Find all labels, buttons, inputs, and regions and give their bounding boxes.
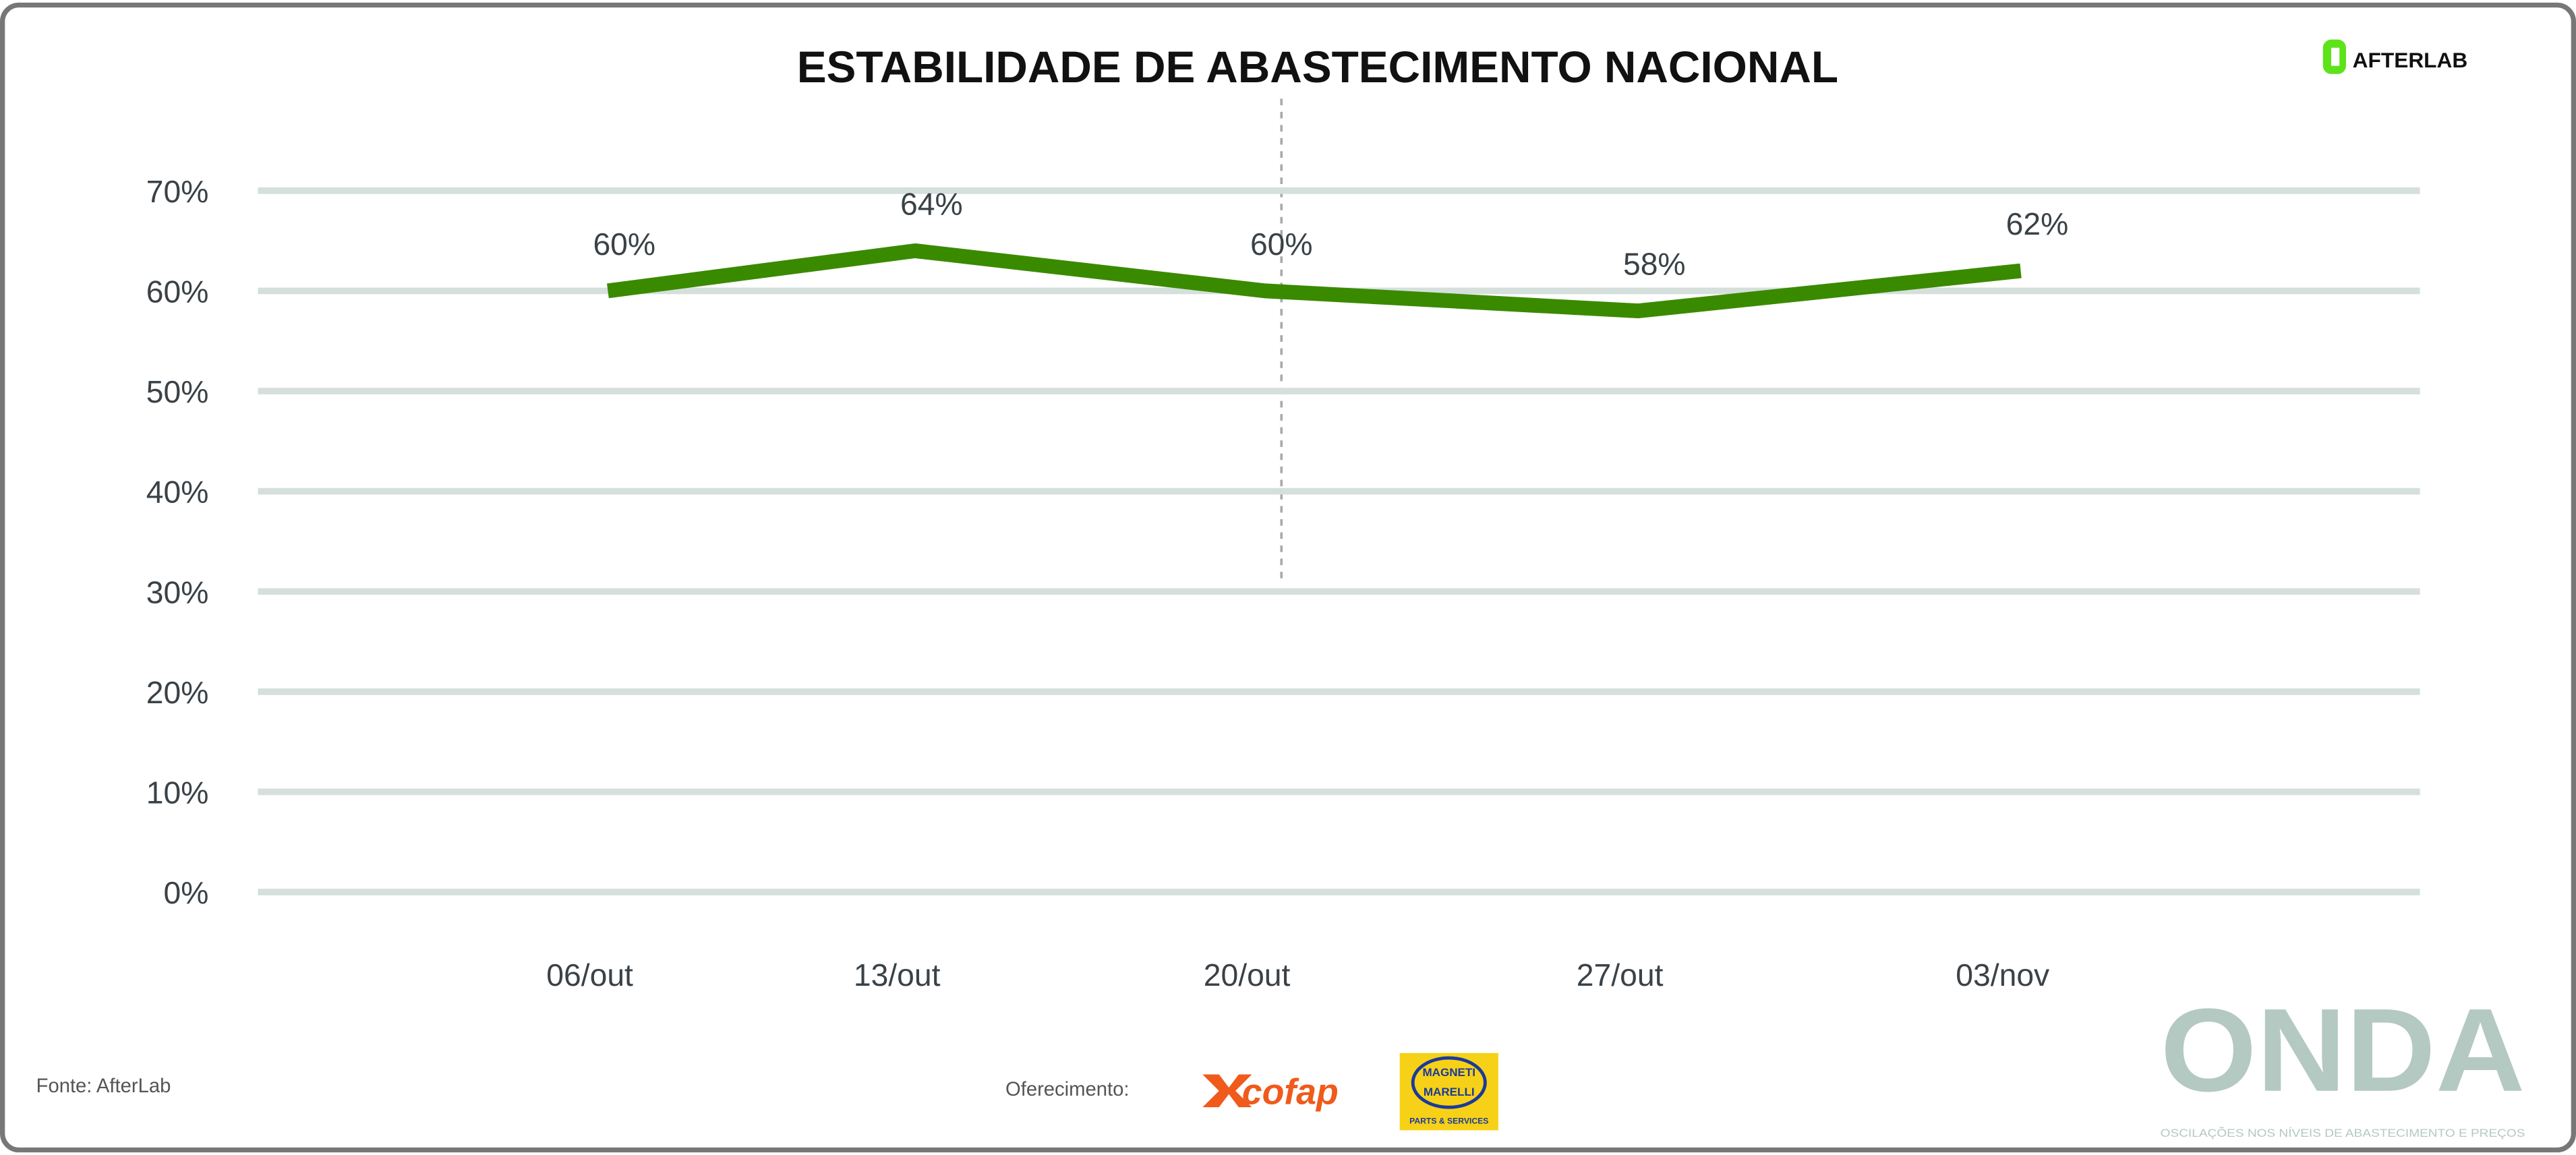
marelli-text-1: MAGNETI	[1422, 1066, 1475, 1079]
x-tick-label: 03/nov	[1956, 957, 2049, 993]
onda-logo: ONDA	[2161, 984, 2525, 1117]
magneti-marelli-logo: MAGNETI MARELLI PARTS & SERVICES	[1399, 1053, 1498, 1131]
x-tick-label: 06/out	[546, 957, 633, 993]
y-tick-label: 10%	[146, 775, 209, 810]
data-label: 60%	[593, 227, 655, 262]
marelli-text-2: MARELLI	[1424, 1086, 1475, 1098]
x-tick-label: 20/out	[1204, 957, 1291, 993]
chart-title: ESTABILIDADE DE ABASTECIMENTO NACIONAL	[797, 42, 1838, 92]
y-tick-label: 30%	[146, 574, 209, 610]
cofap-x-icon	[1202, 1074, 1252, 1108]
afterlab-logo-text: AFTERLAB	[2353, 48, 2468, 72]
y-tick-label: 50%	[146, 374, 209, 409]
cofap-text: cofap	[1242, 1071, 1339, 1112]
y-tick-label: 70%	[146, 174, 209, 209]
y-tick-label: 0%	[164, 875, 209, 910]
source-note: Fonte: AfterLab	[36, 1075, 171, 1097]
y-tick-label: 60%	[146, 274, 209, 309]
marelli-text-3: PARTS & SERVICES	[1409, 1117, 1488, 1126]
cofap-logo: cofap	[1202, 1071, 1339, 1112]
data-label: 64%	[900, 186, 963, 221]
afterlab-logo: AFTERLAB	[2322, 39, 2468, 74]
onda-tagline: OSCILAÇÕES NOS NÍVEIS DE ABASTECIMENTO E…	[2161, 1126, 2525, 1139]
x-tick-label: 13/out	[854, 957, 941, 993]
data-label: 62%	[2006, 206, 2069, 241]
y-axis: 0% 10% 20% 30% 40% 50% 60% 70%	[146, 174, 209, 910]
data-label: 60%	[1250, 227, 1313, 262]
x-axis: 06/out 13/out 20/out 27/out 03/nov	[546, 957, 2049, 993]
sponsor-label: Oferecimento:	[1005, 1079, 1130, 1100]
data-label: 58%	[1623, 247, 1686, 282]
y-tick-label: 40%	[146, 475, 209, 510]
series-layer: 60% 64% 60% 58% 62%	[593, 186, 2069, 319]
y-tick-label: 20%	[146, 675, 209, 710]
x-tick-label: 27/out	[1577, 957, 1664, 993]
